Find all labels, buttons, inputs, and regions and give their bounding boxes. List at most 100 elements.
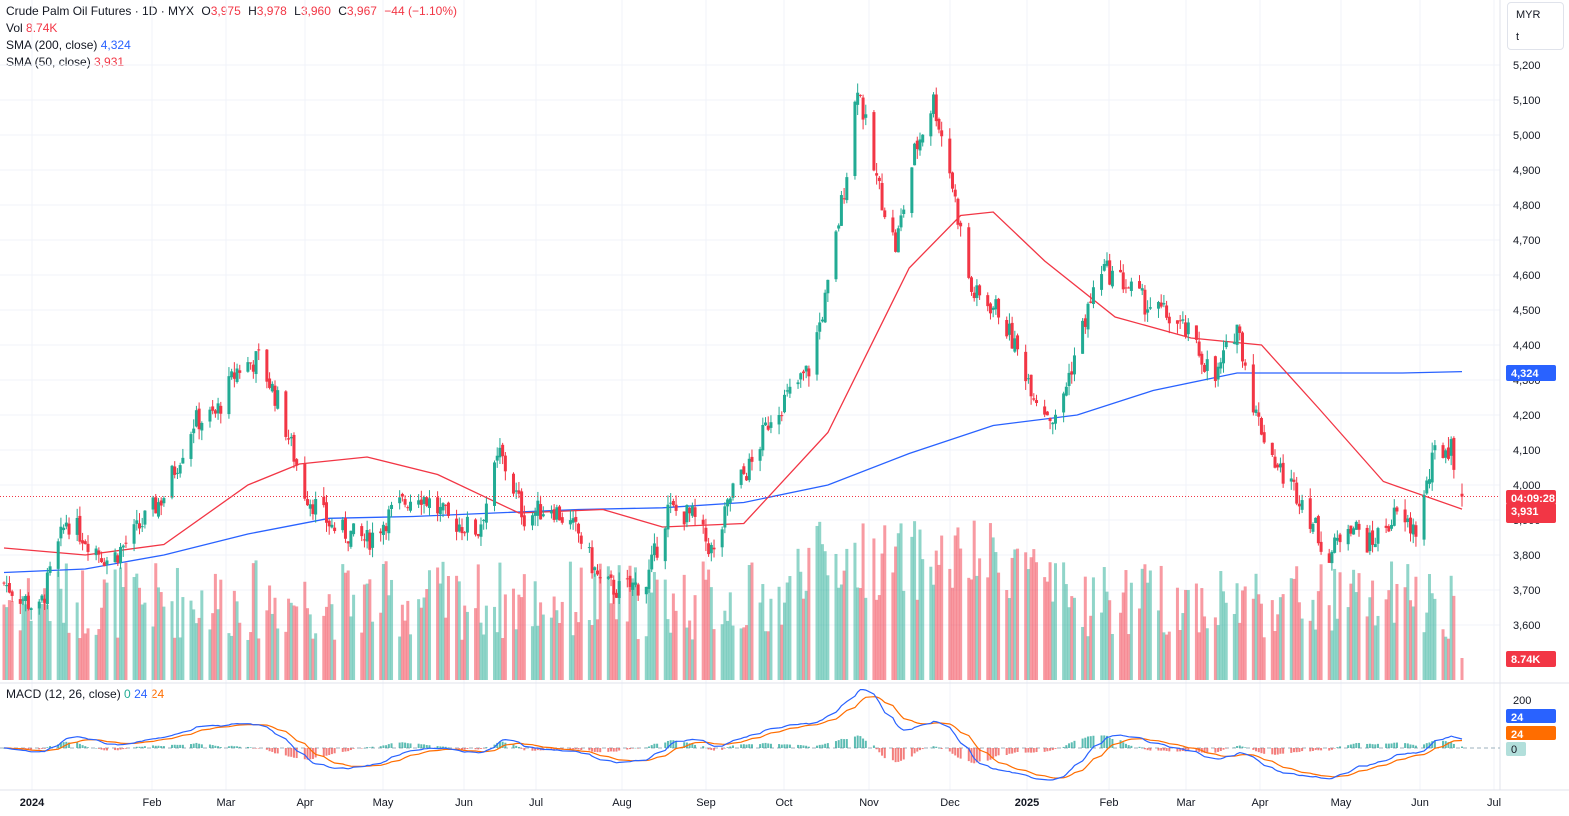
candle-body	[780, 415, 784, 417]
y-tick-label: 4,900	[1513, 165, 1541, 177]
candle-body	[21, 599, 25, 601]
time-axis[interactable]: 2024 Feb Mar Apr May Jun Jul Aug Sep Oct Nov Dec 202…	[20, 797, 1501, 809]
candle-body	[590, 547, 594, 574]
volume-bar	[311, 638, 315, 680]
volume-bar	[1392, 622, 1396, 680]
volume-bar	[785, 582, 789, 680]
candle-body	[1029, 374, 1033, 397]
candle-body	[598, 577, 602, 579]
volume-bar	[400, 604, 404, 680]
candle-body	[390, 504, 394, 509]
candle-body	[1289, 478, 1293, 482]
candle-body	[1024, 351, 1028, 382]
volume-bar	[1194, 583, 1198, 680]
macd-hist-bar	[295, 748, 298, 759]
volume-bar	[520, 597, 524, 680]
volume-bar	[1091, 577, 1095, 680]
volume-bar	[1235, 583, 1239, 680]
macd-hist-bar	[1347, 745, 1350, 748]
candle-body	[688, 507, 692, 514]
macd-hist-bar	[599, 748, 602, 753]
macd-hist-bar	[577, 748, 580, 750]
macd-hist-bar	[807, 746, 810, 748]
volume-bar	[815, 525, 819, 680]
candle-body	[587, 547, 591, 549]
macd-hist-bar	[1428, 742, 1431, 748]
volume-bar	[18, 630, 22, 680]
macd-hist-bar	[436, 746, 439, 748]
macd-hist-bar	[444, 746, 447, 748]
volume-bar	[216, 609, 220, 680]
volume-bar	[200, 590, 204, 680]
candle-body	[517, 490, 521, 494]
macd-hist-bar	[1385, 743, 1388, 748]
y-tick-label: 5,000	[1513, 130, 1541, 142]
candle-body	[902, 209, 906, 215]
candle-body	[834, 231, 838, 280]
macd-hist-bar	[1236, 746, 1239, 748]
sma200-legend[interactable]: SMA (200, close) 4,324	[6, 38, 131, 52]
candle-body	[932, 94, 936, 114]
volume-bar	[967, 577, 971, 680]
x-tick-label: Aug	[612, 797, 632, 809]
currency-selector[interactable]: MYR t	[1507, 2, 1564, 50]
candle-body	[1129, 281, 1133, 291]
candle-body	[934, 94, 938, 122]
volume-bar	[1449, 575, 1453, 680]
macd-hist-bar	[122, 748, 125, 750]
macd-hist-bar	[1030, 748, 1033, 753]
volume-bar	[558, 622, 562, 680]
macd-hist-bar	[1409, 744, 1412, 748]
volume-bar	[921, 559, 925, 680]
macd-hist-bar	[1016, 748, 1019, 752]
candle-body	[1119, 269, 1123, 273]
price-axis[interactable]: 5,200 5,100 5,000 4,900 4,800 4,700 4,600 4,500…	[1513, 60, 1541, 707]
candle-body	[739, 469, 743, 485]
macd-hist-bar	[306, 748, 309, 760]
volume-bar	[801, 598, 805, 680]
volume-bar	[1181, 613, 1185, 680]
volume-bar	[1143, 564, 1147, 680]
volume-value: 8.74K	[26, 21, 58, 35]
volume-bar	[352, 594, 356, 680]
volume-bar	[438, 583, 442, 680]
macd-hist-bar	[937, 747, 940, 749]
volume-bar	[747, 565, 751, 680]
volume-bar	[1297, 602, 1301, 680]
volume-bar	[425, 589, 429, 680]
candle-body	[257, 349, 261, 351]
candle-body	[116, 555, 120, 563]
volume-bar	[124, 562, 128, 680]
volume-bar	[1425, 612, 1429, 680]
macd-hist-bar	[195, 742, 198, 748]
macd-hist-bar	[862, 738, 865, 748]
candle-body	[446, 502, 450, 516]
candle-body	[1010, 322, 1014, 349]
volume-bar	[235, 601, 239, 680]
candle-body	[799, 373, 803, 380]
macd-hist-bar	[442, 746, 445, 748]
volume-bar	[625, 621, 629, 680]
candle-body	[650, 554, 654, 570]
volume-bar	[1422, 632, 1426, 680]
volume-bar	[173, 637, 177, 680]
candle-body	[704, 527, 708, 542]
volume-bar	[663, 579, 667, 680]
candle-body	[1327, 553, 1331, 563]
macd-hist-bar	[439, 746, 442, 748]
macd-legend[interactable]: MACD (12, 26, close) 0 24 24	[6, 687, 165, 701]
candle-body	[1143, 289, 1147, 315]
volume-legend[interactable]: Vol 8.74K	[6, 21, 58, 35]
volume-bar	[655, 579, 659, 680]
macd-hist-bar	[1252, 748, 1255, 750]
volume-bar	[444, 617, 448, 680]
candle-body	[208, 409, 212, 422]
macd-hist-bar	[255, 748, 258, 749]
volume-bar	[1162, 632, 1166, 680]
volume-bar	[1064, 584, 1068, 680]
volume-bar	[880, 553, 884, 680]
volume-bar	[1327, 605, 1331, 680]
candle-body	[1224, 341, 1228, 348]
macd-hist-bar	[1423, 744, 1426, 748]
